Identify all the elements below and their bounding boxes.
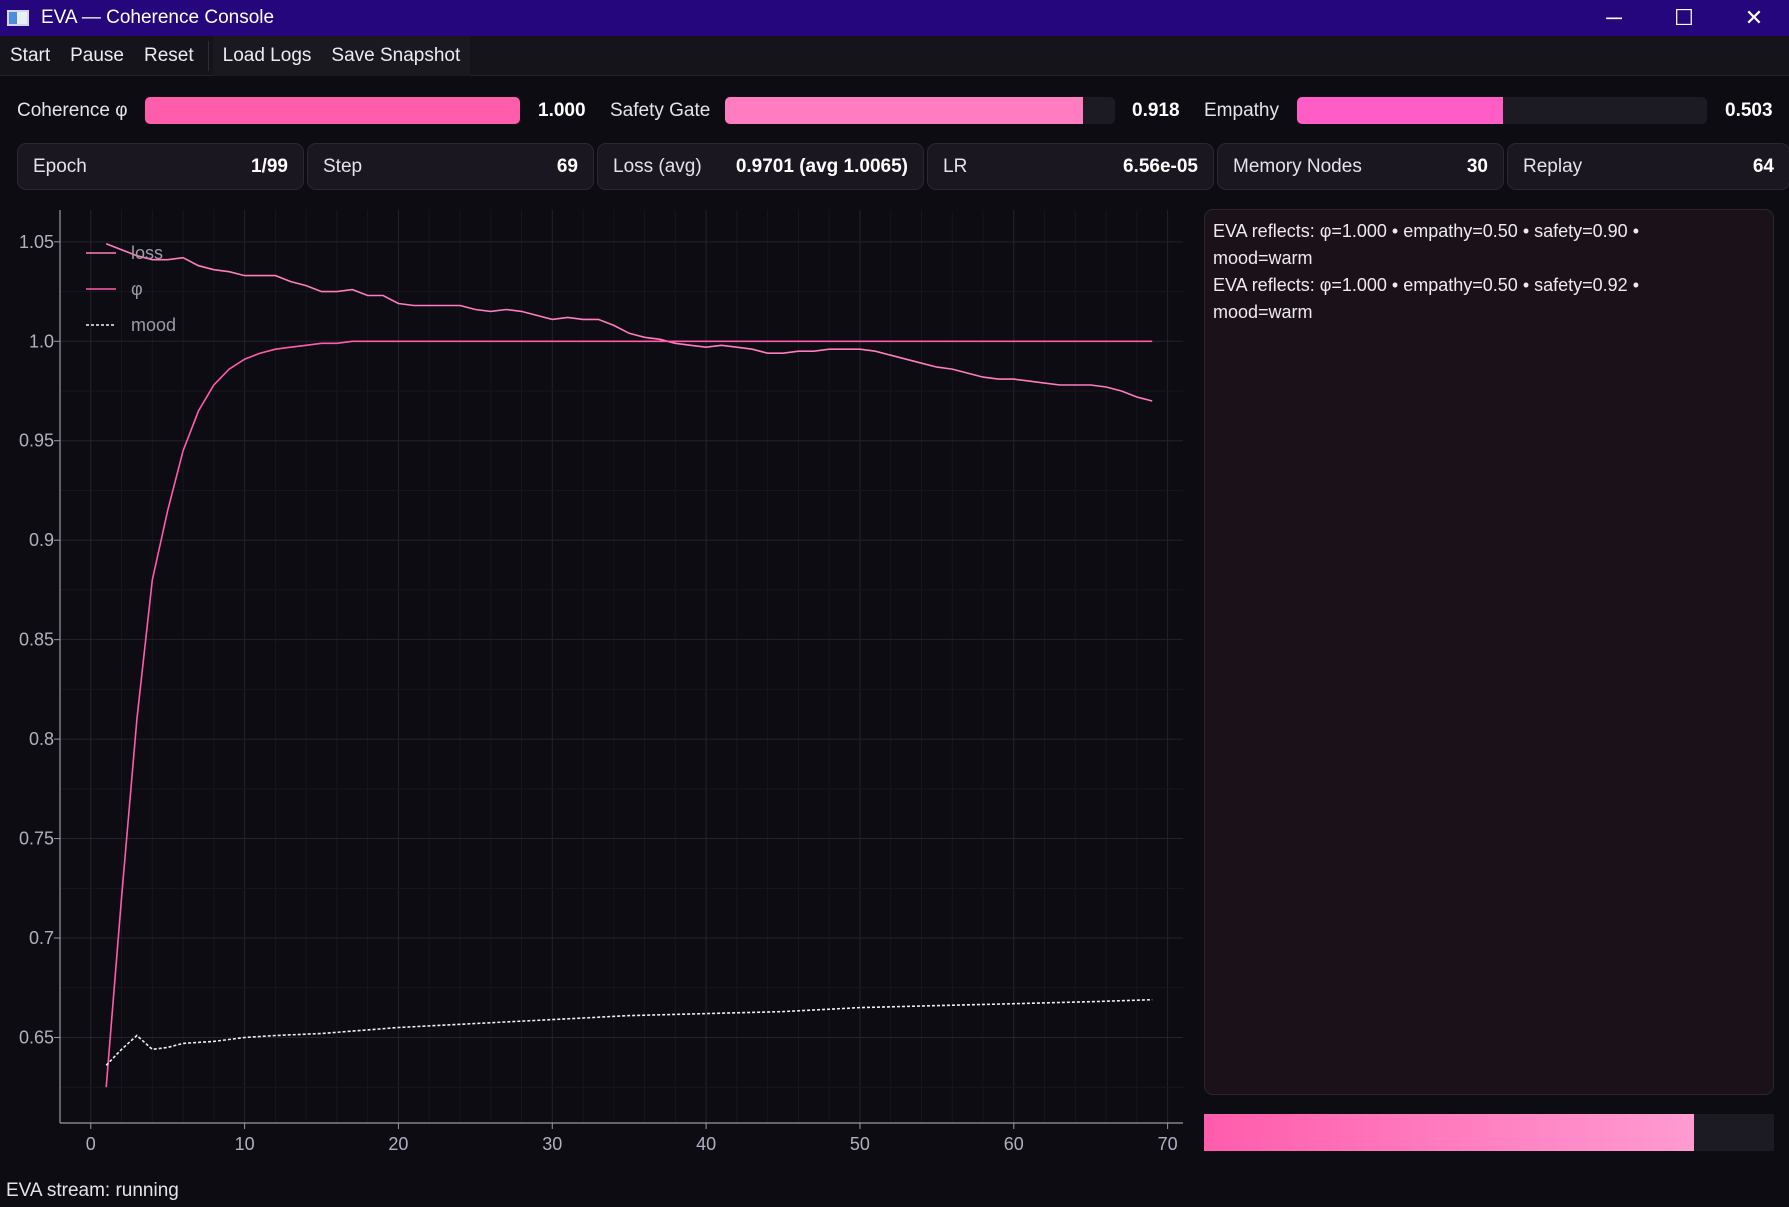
step-card: Step 69 (307, 143, 594, 190)
x-tick-label: 10 (235, 1134, 255, 1154)
lr-label: LR (943, 156, 968, 177)
training-chart[interactable]: 0 10 20 30 40 50 60 70 0.65 0.7 0.75 0.8 0.85 0.9 0.95… (0, 205, 1190, 1165)
replay-label: Replay (1523, 156, 1583, 177)
loss-label: Loss (avg) (613, 156, 702, 177)
y-tick-label: 0.7 (29, 928, 54, 948)
gauge-row: Coherence φ 1.000 Safety Gate 0.918 Empa… (0, 92, 1789, 132)
line-chart: 0 10 20 30 40 50 60 70 0.65 0.7 0.75 0.8 0.85 0.9 0.95… (19, 210, 1183, 1154)
log-line: mood=warm (1213, 248, 1313, 268)
x-tick-label: 30 (542, 1134, 562, 1154)
y-tick-label: 1.05 (19, 232, 54, 252)
close-icon[interactable]: ✕ (1744, 5, 1764, 30)
replay-value: 64 (1752, 156, 1774, 177)
legend-label: loss (131, 243, 163, 263)
memory-nodes-label: Memory Nodes (1233, 156, 1362, 177)
pause-button[interactable]: Pause (70, 44, 124, 66)
step-value: 69 (556, 156, 578, 177)
x-tick-label: 40 (696, 1134, 716, 1154)
safety-gate-gauge (725, 97, 1115, 124)
safety-gate-value: 0.918 (1132, 100, 1180, 121)
save-snapshot-button[interactable]: Save Snapshot (331, 44, 461, 66)
toolbar: Start Pause Reset Load Logs Save Snapsho… (0, 35, 1789, 76)
memory-nodes-value: 30 (1466, 156, 1488, 177)
safety-gate-label: Safety Gate (610, 100, 711, 121)
toolbar-separator (207, 40, 209, 71)
coherence-value: 1.000 (538, 100, 586, 121)
reflection-log-panel[interactable]: EVA reflects: φ=1.000 • empathy=0.50 • s… (1204, 209, 1774, 1095)
window-controls: ─ ☐ ✕ (1579, 0, 1789, 36)
x-tick-label: 70 (1158, 1134, 1178, 1154)
empathy-gauge-fill (1297, 97, 1504, 124)
epoch-value: 1/99 (251, 156, 288, 177)
file-actions-group: Load Logs Save Snapshot (212, 35, 471, 76)
x-tick-label: 50 (850, 1134, 870, 1154)
y-tick-label: 1.0 (29, 331, 54, 351)
log-line: mood=warm (1213, 302, 1313, 322)
x-tick-label: 60 (1004, 1134, 1024, 1154)
legend-label: φ (131, 279, 143, 299)
loss-value: 0.9701 (avg 1.0065) (735, 156, 908, 177)
coherence-label: Coherence φ (17, 100, 128, 121)
minimize-icon[interactable]: ─ (1606, 5, 1622, 30)
lr-card: LR 6.56e-05 (927, 143, 1214, 190)
y-tick-label: 0.85 (19, 630, 54, 650)
y-tick-label: 0.8 (29, 729, 54, 749)
epoch-label: Epoch (33, 156, 87, 177)
series-line-0 (105, 243, 1153, 402)
load-logs-button[interactable]: Load Logs (222, 44, 312, 66)
y-tick-label: 0.95 (19, 431, 54, 451)
empathy-label: Empathy (1204, 100, 1279, 121)
y-tick-label: 0.9 (29, 530, 54, 550)
y-tick-label: 0.75 (19, 829, 54, 849)
coherence-gauge (145, 97, 520, 124)
empathy-gauge (1297, 97, 1707, 124)
safety-gate-gauge-fill (725, 97, 1084, 124)
series-line-1 (105, 340, 1153, 1088)
title-bar: EVA — Coherence Console ─ ☐ ✕ (0, 0, 1789, 36)
stream-progress-fill (1204, 1114, 1695, 1151)
status-text: EVA stream: running (6, 1180, 179, 1201)
loss-card: Loss (avg) 0.9701 (avg 1.0065) (597, 143, 924, 190)
log-line: EVA reflects: φ=1.000 • empathy=0.50 • s… (1213, 221, 1639, 241)
series-line-2 (105, 998, 1153, 1066)
start-button[interactable]: Start (10, 44, 51, 66)
log-line: EVA reflects: φ=1.000 • empathy=0.50 • s… (1213, 275, 1639, 295)
y-tick-label: 0.65 (19, 1027, 54, 1047)
stream-progress-bar (1204, 1114, 1774, 1151)
replay-card: Replay 64 (1507, 143, 1789, 190)
coherence-gauge-fill (145, 97, 520, 124)
x-tick-label: 20 (388, 1134, 408, 1154)
epoch-card: Epoch 1/99 (17, 143, 304, 190)
maximize-icon[interactable]: ☐ (1674, 5, 1694, 30)
app-window-icon (7, 10, 29, 26)
lr-value: 6.56e-05 (1122, 156, 1198, 177)
reset-button[interactable]: Reset (144, 44, 194, 66)
x-tick-label: 0 (86, 1134, 96, 1154)
empathy-value: 0.503 (1725, 100, 1773, 121)
legend-label: mood (131, 315, 176, 335)
window-title: EVA — Coherence Console (41, 7, 275, 28)
step-label: Step (323, 156, 363, 177)
memory-nodes-card: Memory Nodes 30 (1217, 143, 1504, 190)
